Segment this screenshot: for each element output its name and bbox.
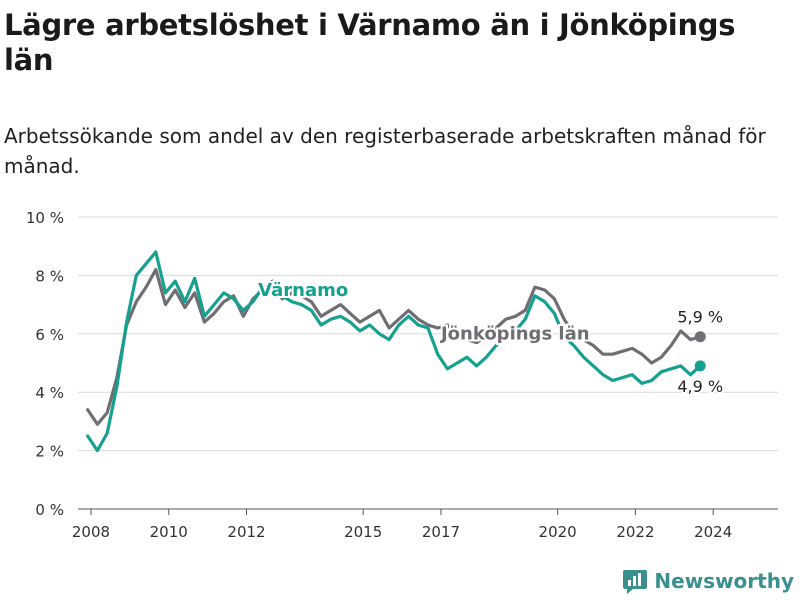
series-lines <box>86 250 706 453</box>
brand-logo: Newsworthy <box>622 568 794 594</box>
end-value-label: 4,9 % <box>677 377 723 396</box>
series-end-dot <box>694 331 706 343</box>
newsworthy-icon <box>623 570 648 594</box>
page-subtitle: Arbetssökande som andel av den registerb… <box>4 124 766 178</box>
x-tick-label: 2008 <box>72 523 110 541</box>
brand-name: Newsworthy <box>654 569 794 593</box>
y-axis: 0 % 2 % 4 % 6 % 8 % 10 % <box>26 209 64 519</box>
y-tick-label: 10 % <box>26 209 64 227</box>
x-tick-label: 2020 <box>539 523 577 541</box>
x-tick-label: 2015 <box>344 523 382 541</box>
series-line <box>86 268 702 426</box>
grid-lines <box>78 216 778 510</box>
x-tick-label: 2012 <box>227 523 265 541</box>
series-label: Värnamo <box>258 280 348 301</box>
y-tick-label: 6 % <box>35 326 64 344</box>
end-value-label: 5,9 % <box>677 308 723 327</box>
series-label: Jönköpings län <box>439 324 590 345</box>
y-tick-label: 4 % <box>35 384 64 402</box>
y-tick-label: 8 % <box>35 267 64 285</box>
x-axis: 2008 2010 2012 2015 2017 2020 2022 2024 <box>72 509 732 541</box>
x-tick-label: 2017 <box>422 523 460 541</box>
x-tick-label: 2010 <box>150 523 188 541</box>
page-title: Lägre arbetslöshet i Värnamo än i Jönköp… <box>4 8 736 77</box>
x-tick-label: 2022 <box>616 523 654 541</box>
y-tick-label: 2 % <box>35 443 64 461</box>
series-end-dot <box>694 360 706 372</box>
y-tick-label: 0 % <box>35 501 64 519</box>
line-labels: Jönköpings län Värnamo 5,9 % 4,9 % <box>256 278 724 398</box>
series-line <box>86 250 702 453</box>
x-tick-label: 2024 <box>694 523 732 541</box>
